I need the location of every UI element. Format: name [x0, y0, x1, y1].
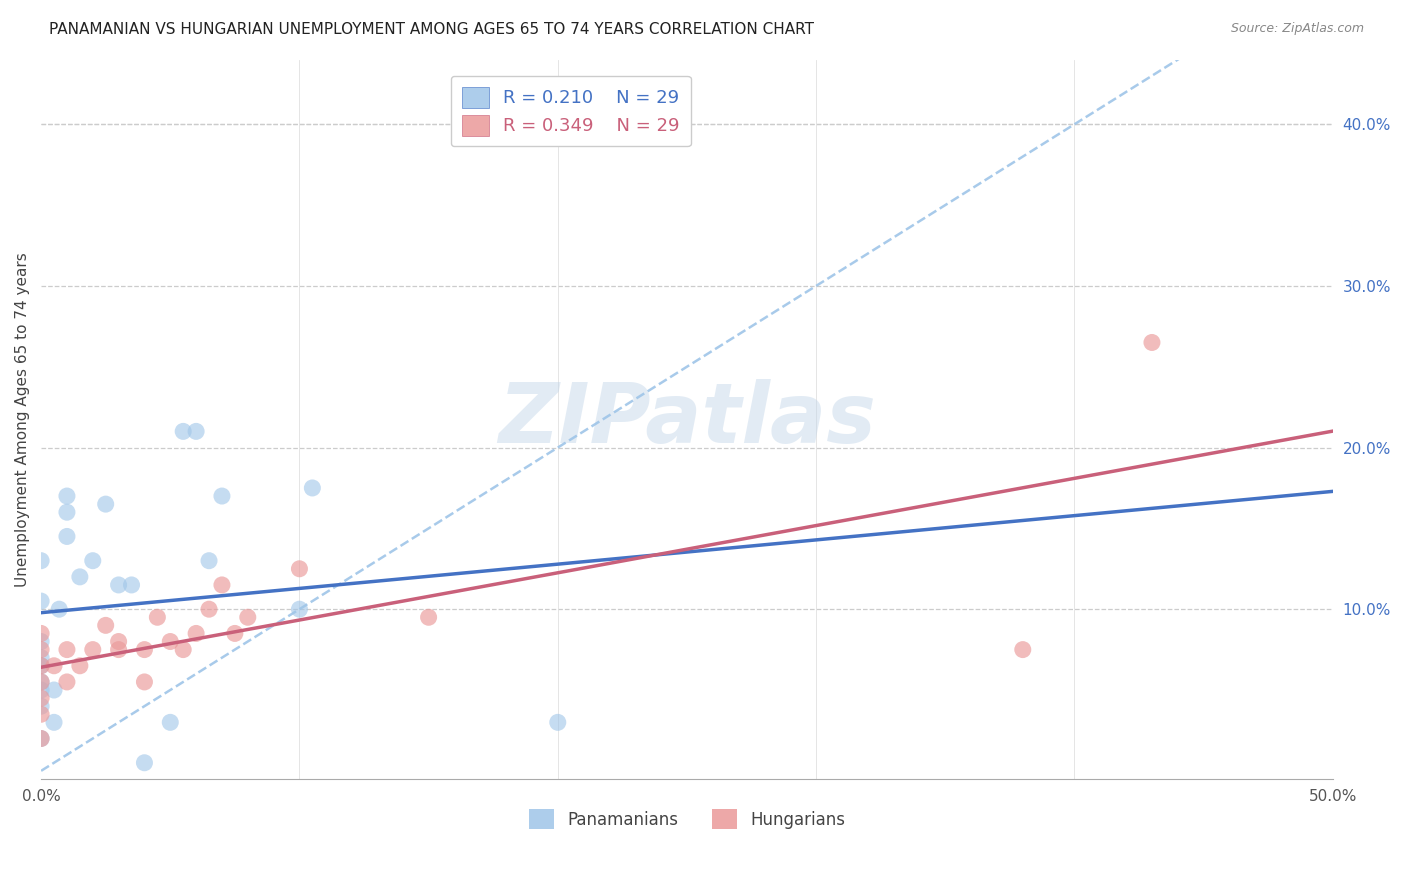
- Point: [30, 658, 52, 673]
- Point: [107, 578, 129, 592]
- Point: [547, 715, 569, 730]
- Point: [107, 642, 129, 657]
- Point: [42, 715, 65, 730]
- Point: [211, 578, 233, 592]
- Point: [159, 715, 181, 730]
- Point: [184, 425, 207, 439]
- Point: [159, 634, 181, 648]
- Point: [42, 683, 65, 698]
- Point: [30, 658, 52, 673]
- Point: [30, 731, 52, 746]
- Point: [146, 610, 169, 624]
- Point: [30, 674, 52, 689]
- Point: [30, 594, 52, 608]
- Point: [107, 634, 129, 648]
- Point: [30, 707, 52, 722]
- Point: [30, 683, 52, 698]
- Y-axis label: Unemployment Among Ages 65 to 74 years: Unemployment Among Ages 65 to 74 years: [15, 252, 30, 587]
- Point: [224, 626, 246, 640]
- Point: [1011, 642, 1033, 657]
- Point: [94, 497, 117, 511]
- Point: [82, 554, 104, 568]
- Point: [418, 610, 440, 624]
- Point: [69, 570, 91, 584]
- Point: [172, 425, 194, 439]
- Legend: Panamanians, Hungarians: Panamanians, Hungarians: [522, 803, 852, 835]
- Point: [134, 674, 156, 689]
- Point: [288, 602, 311, 616]
- Point: [288, 562, 311, 576]
- Point: [30, 634, 52, 648]
- Point: [94, 618, 117, 632]
- Point: [56, 642, 79, 657]
- Text: ZIPatlas: ZIPatlas: [498, 379, 876, 459]
- Point: [1140, 335, 1163, 350]
- Text: PANAMANIAN VS HUNGARIAN UNEMPLOYMENT AMONG AGES 65 TO 74 YEARS CORRELATION CHART: PANAMANIAN VS HUNGARIAN UNEMPLOYMENT AMO…: [49, 22, 814, 37]
- Point: [48, 602, 70, 616]
- Point: [56, 489, 79, 503]
- Point: [56, 505, 79, 519]
- Point: [236, 610, 259, 624]
- Point: [56, 674, 79, 689]
- Point: [30, 626, 52, 640]
- Point: [30, 731, 52, 746]
- Point: [198, 554, 221, 568]
- Point: [198, 602, 221, 616]
- Point: [184, 626, 207, 640]
- Point: [172, 642, 194, 657]
- Point: [56, 529, 79, 543]
- Point: [301, 481, 323, 495]
- Point: [30, 650, 52, 665]
- Point: [134, 756, 156, 770]
- Point: [30, 691, 52, 706]
- Point: [30, 554, 52, 568]
- Point: [134, 642, 156, 657]
- Point: [121, 578, 143, 592]
- Point: [30, 642, 52, 657]
- Point: [69, 658, 91, 673]
- Point: [211, 489, 233, 503]
- Point: [82, 642, 104, 657]
- Point: [30, 674, 52, 689]
- Text: Source: ZipAtlas.com: Source: ZipAtlas.com: [1230, 22, 1364, 36]
- Point: [42, 658, 65, 673]
- Point: [30, 699, 52, 714]
